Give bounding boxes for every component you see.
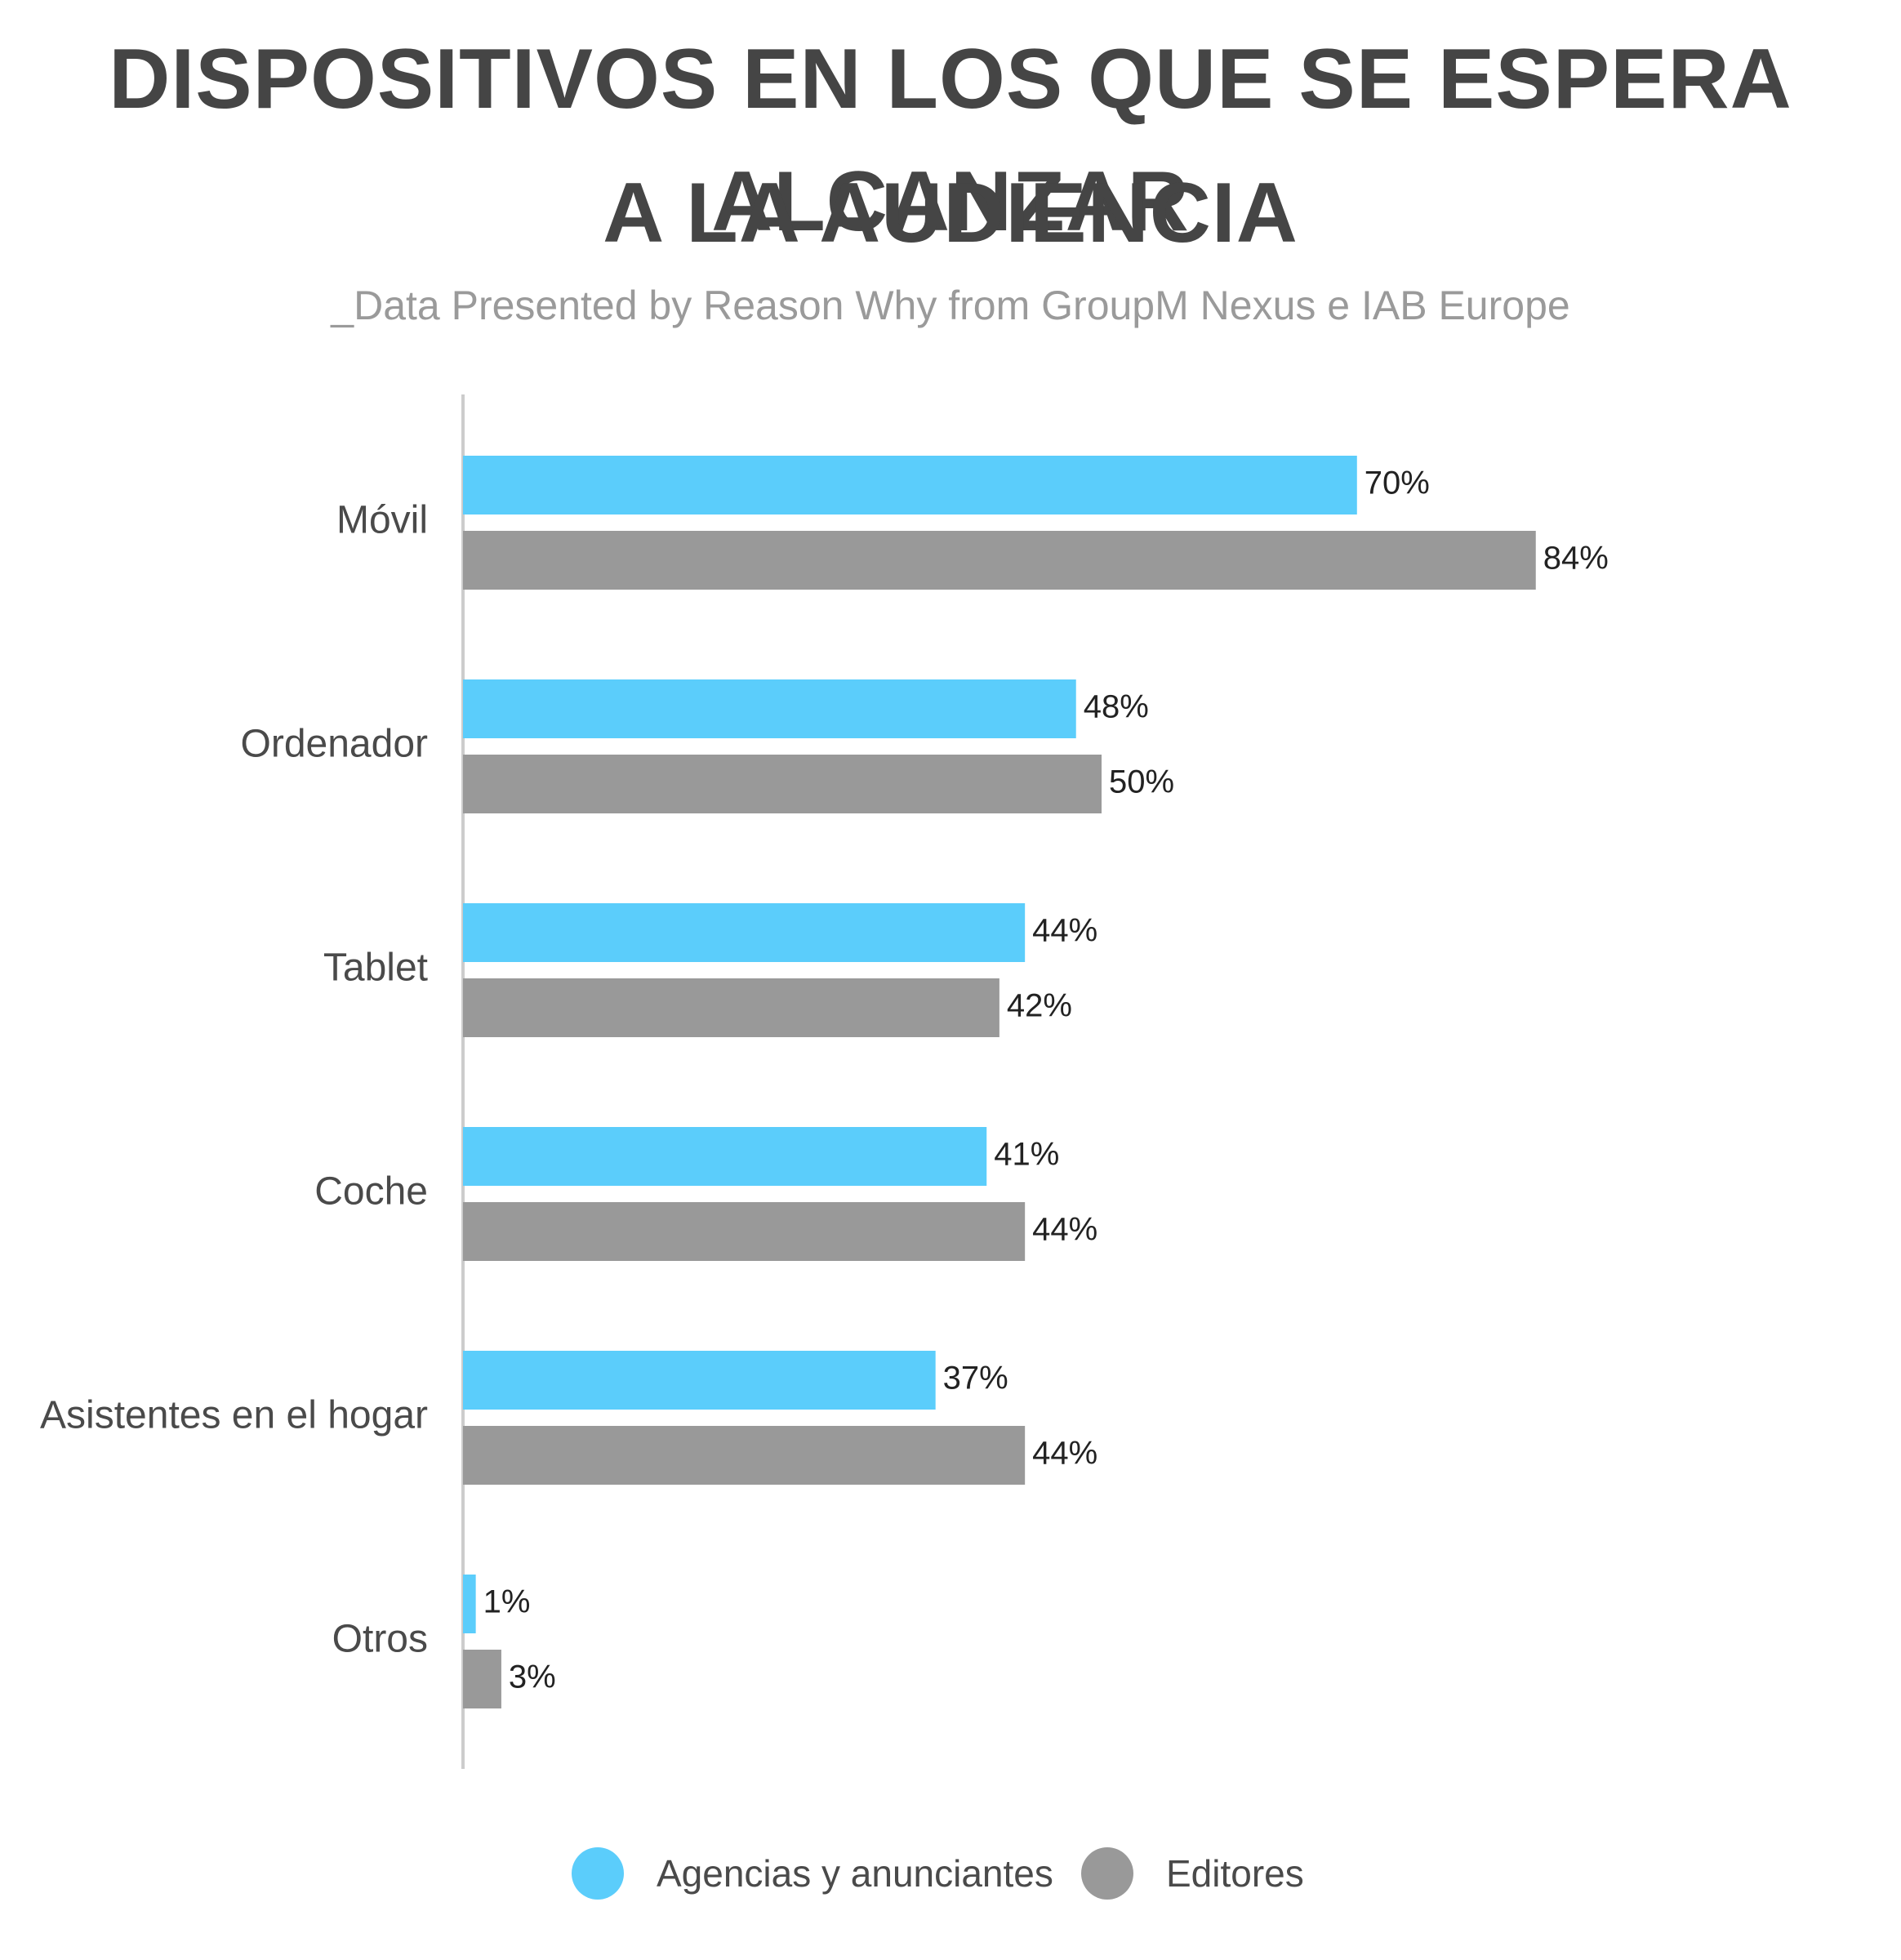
bar-agencias	[463, 456, 1357, 514]
data-label-agencias: 1%	[483, 1584, 531, 1620]
legend-swatch-editores	[1081, 1847, 1133, 1900]
bar-agencias	[463, 679, 1076, 738]
bar-editores	[463, 531, 1536, 590]
bar-editores	[463, 1650, 501, 1708]
bar-agencias	[463, 1351, 936, 1410]
data-label-editores: 42%	[1007, 988, 1072, 1024]
legend-label-agencias: Agencias y anunciantes	[657, 1852, 1053, 1895]
data-label-agencias: 48%	[1084, 689, 1149, 725]
category-label: Asistentes en el hogar	[40, 1394, 428, 1437]
data-label-agencias: 41%	[994, 1137, 1059, 1173]
category-label: Móvil	[336, 499, 428, 542]
bar-agencias	[463, 1575, 476, 1633]
category-label: Otros	[332, 1618, 428, 1661]
data-label-agencias: 44%	[1032, 913, 1097, 949]
bar-editores	[463, 978, 999, 1037]
chart-legend: Agencias y anunciantes Editores	[0, 1847, 1901, 1913]
data-label-editores: 44%	[1032, 1436, 1097, 1472]
data-label-editores: 3%	[509, 1659, 556, 1695]
data-label-agencias: 70%	[1365, 466, 1430, 501]
chart-subtitle: _Data Presented by Reason Why from Group…	[331, 283, 1570, 328]
bar-agencias	[463, 903, 1026, 962]
category-label: Ordenador	[241, 723, 428, 766]
bar-editores	[463, 755, 1102, 813]
legend-item-agencias: Agencias y anunciantes	[572, 1847, 1053, 1900]
bar-editores	[463, 1426, 1026, 1485]
data-label-agencias: 37%	[943, 1361, 1008, 1396]
category-label: Tablet	[323, 947, 428, 990]
legend-item-editores: Editores	[1081, 1847, 1304, 1900]
data-label-editores: 84%	[1543, 541, 1609, 577]
bar-editores	[463, 1202, 1026, 1261]
data-label-editores: 44%	[1032, 1212, 1097, 1248]
category-label: Coche	[314, 1170, 428, 1214]
data-label-editores: 50%	[1109, 764, 1174, 800]
chart-title-line-2: A LA AUDIENCIA	[603, 166, 1298, 261]
bar-agencias	[463, 1127, 987, 1186]
legend-swatch-agencias	[572, 1847, 624, 1900]
legend-label-editores: Editores	[1166, 1852, 1304, 1895]
chart-title-line-1: DISPOSITIVOS EN LOS QUE SE ESPERA ALCANZ…	[109, 32, 1792, 249]
